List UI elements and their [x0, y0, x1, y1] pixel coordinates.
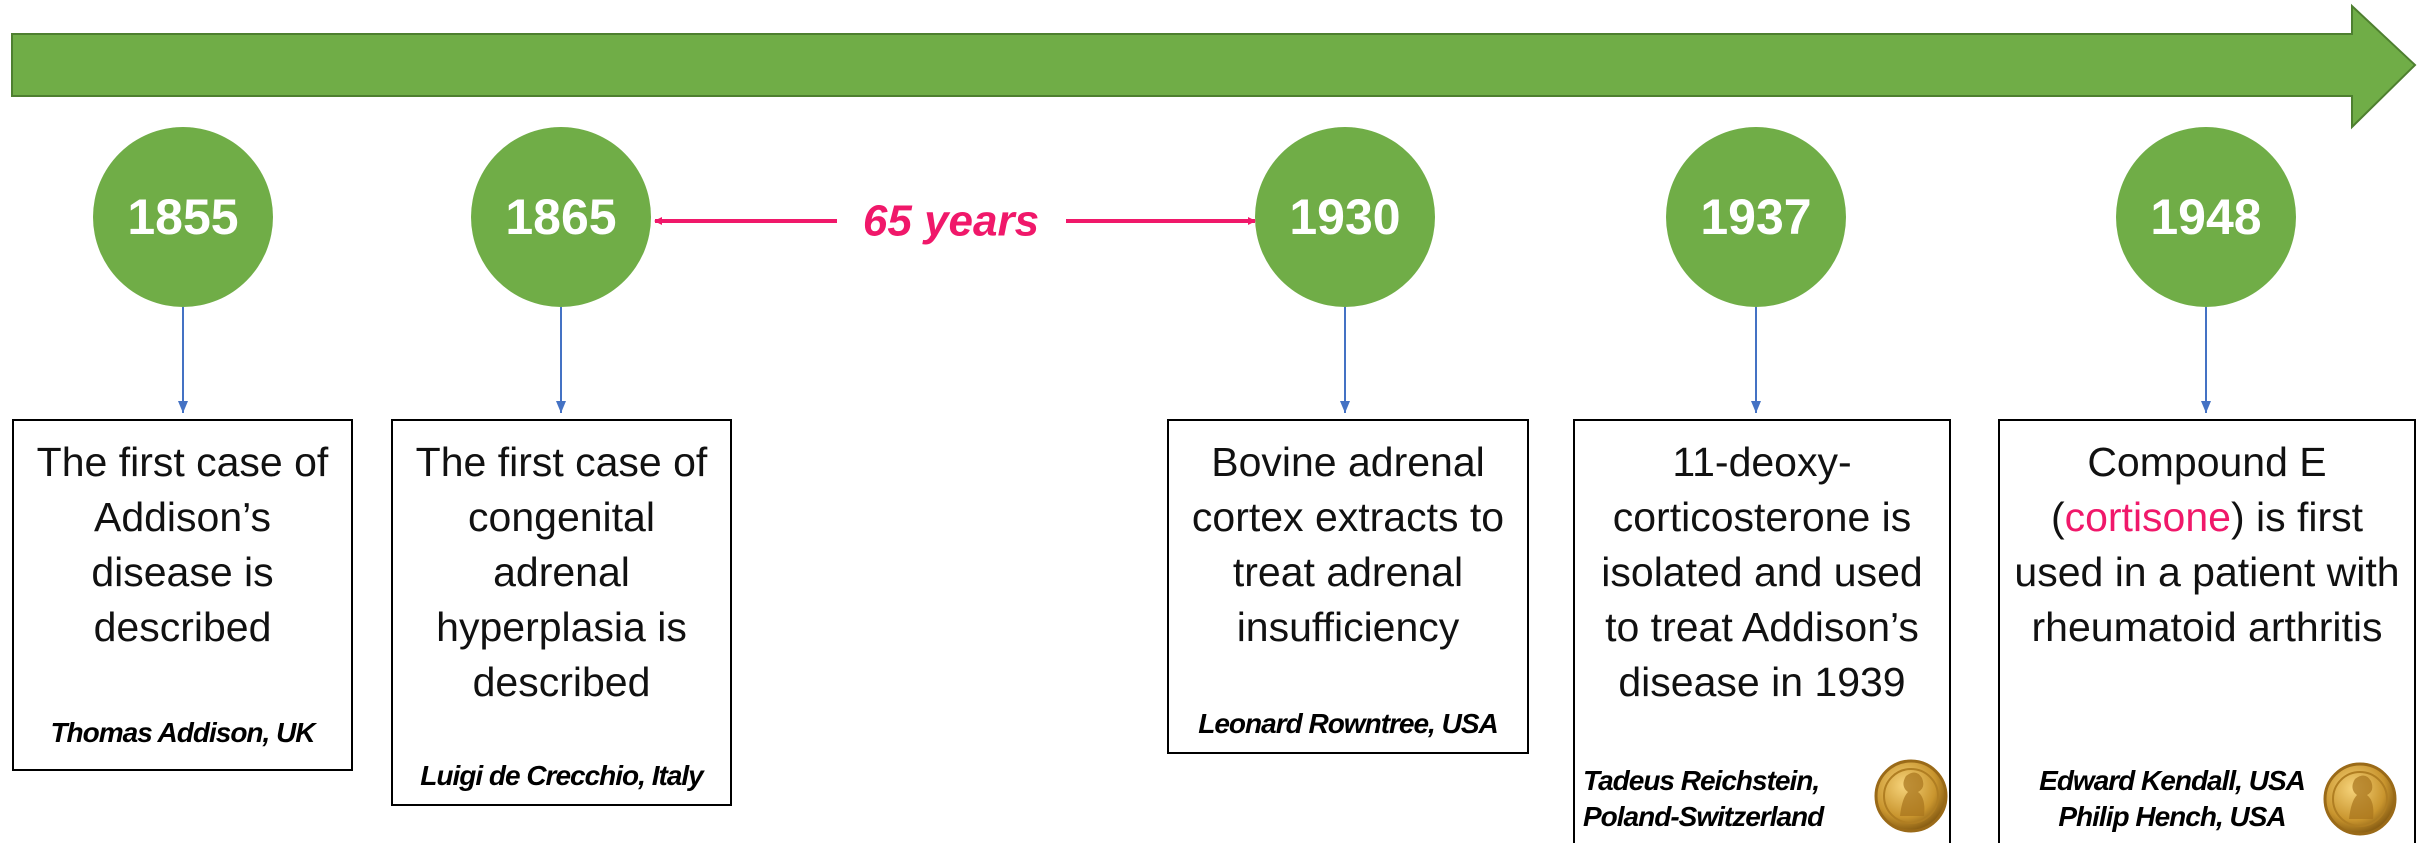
event-box: 11-deoxy-corticosterone is isolated and … [1573, 419, 1951, 843]
event-description: The first case of Addison’s disease is d… [14, 435, 351, 655]
description-text: Bovine adrenal cortex extracts to treat … [1191, 439, 1505, 650]
description-text: 11-deoxy-corticosterone is isolated and … [1601, 439, 1923, 705]
event-description: Compound E (cortisone) is first used in … [2000, 435, 2414, 655]
event-authors: Leonard Rowntree, USA [1169, 706, 1527, 742]
event-description: 11-deoxy-corticosterone is isolated and … [1575, 435, 1949, 710]
year-circle [1255, 127, 1435, 307]
author: Philip Hench, USA [2058, 801, 2286, 832]
year: 1855 [127, 189, 238, 245]
year: 1865 [505, 189, 616, 245]
event-authors: Edward Kendall, USA Philip Hench, USA [2000, 763, 2344, 835]
author: Luigi de Crecchio, Italy [420, 760, 704, 791]
author: Thomas Addison, UK [50, 717, 315, 748]
event-authors: Thomas Addison, UK [14, 715, 351, 751]
description-text: Compound E ( [2050, 439, 2327, 540]
event-box: Compound E (cortisone) is first used in … [1998, 419, 2416, 843]
year-circle [1666, 127, 1846, 307]
event-box: Bovine adrenal cortex extracts to treat … [1167, 419, 1529, 754]
event-authors: Luigi de Crecchio, Italy [393, 758, 730, 794]
interval-label: 65 years [863, 197, 1039, 246]
year-circle [93, 127, 273, 307]
year: 1930 [1289, 189, 1400, 245]
connectors [178, 307, 2211, 413]
event-authors: Tadeus Reichstein, Poland-Switzerland [1583, 763, 1949, 835]
author: Poland-Switzerland [1583, 801, 1824, 832]
year-circle [471, 127, 651, 307]
description-text: The first case of congenital adrenal hyp… [415, 439, 708, 705]
event-box: The first case of Addison’s disease is d… [12, 419, 353, 771]
event-description: Bovine adrenal cortex extracts to treat … [1169, 435, 1527, 655]
year-circle [2116, 127, 2296, 307]
highlighted-text: cortisone [2064, 494, 2231, 540]
author: Leonard Rowntree, USA [1198, 708, 1498, 739]
author: Tadeus Reichstein, [1583, 765, 1820, 796]
description-text: ) is first used in a patient with rheuma… [2014, 494, 2400, 650]
year: 1937 [1700, 189, 1811, 245]
year: 1948 [2150, 189, 2261, 245]
description-text: The first case of Addison’s disease is d… [36, 439, 329, 650]
year-markers: 1855 1865 1930 1937 1948 [93, 127, 2296, 307]
author: Edward Kendall, USA [2039, 765, 2306, 796]
time-arrow [11, 3, 2417, 130]
event-box: The first case of congenital adrenal hyp… [391, 419, 732, 806]
event-description: The first case of congenital adrenal hyp… [393, 435, 730, 710]
